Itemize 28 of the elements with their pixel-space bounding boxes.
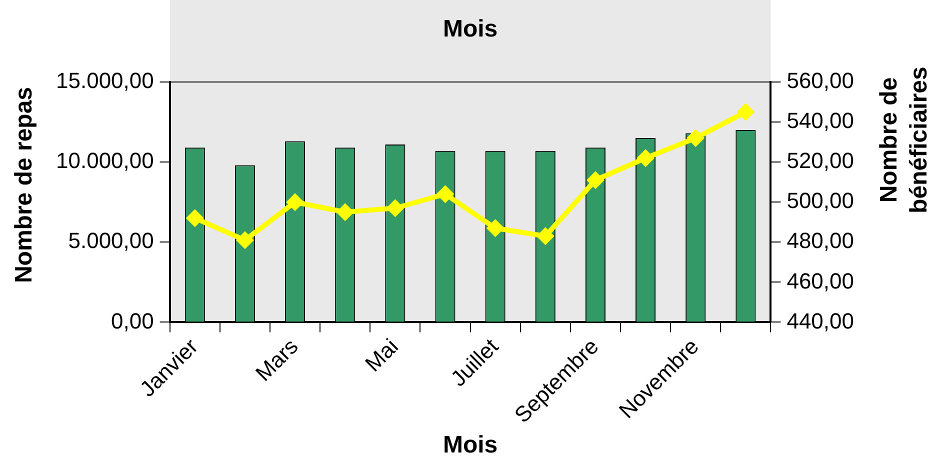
y2-tick-label: 560,00 <box>786 68 854 94</box>
point <box>436 185 454 204</box>
y2-tick-label: 540,00 <box>786 108 854 134</box>
y-tick-label: 10.000,00 <box>56 148 154 174</box>
point <box>486 219 504 238</box>
point <box>586 171 604 190</box>
point <box>636 149 655 168</box>
x-tick-label: Mai <box>360 334 404 376</box>
chart-title: Mois <box>442 16 498 43</box>
point <box>736 103 755 122</box>
y2-tick-label: 440,00 <box>786 308 854 334</box>
point <box>536 227 554 246</box>
point <box>236 231 254 250</box>
point <box>386 199 404 218</box>
y-axis-title: Nombre de repas <box>10 86 38 284</box>
y2-axis-title: Nombre de bénéficiaires <box>876 66 933 214</box>
y-tick-label: 0,00 <box>111 308 154 334</box>
point <box>286 193 304 212</box>
point <box>686 129 705 148</box>
y2-tick-label: 480,00 <box>786 228 854 254</box>
y2-tick-label: 460,00 <box>786 268 854 294</box>
point <box>186 209 204 228</box>
y2-tick-label: 520,00 <box>786 148 854 174</box>
y2-tick-label: 500,00 <box>786 188 854 214</box>
x-axis-title: Mois <box>442 432 498 459</box>
y-tick-label: 15.000,00 <box>56 68 154 94</box>
point <box>336 203 354 222</box>
y-tick-label: 5.000,00 <box>68 228 154 254</box>
